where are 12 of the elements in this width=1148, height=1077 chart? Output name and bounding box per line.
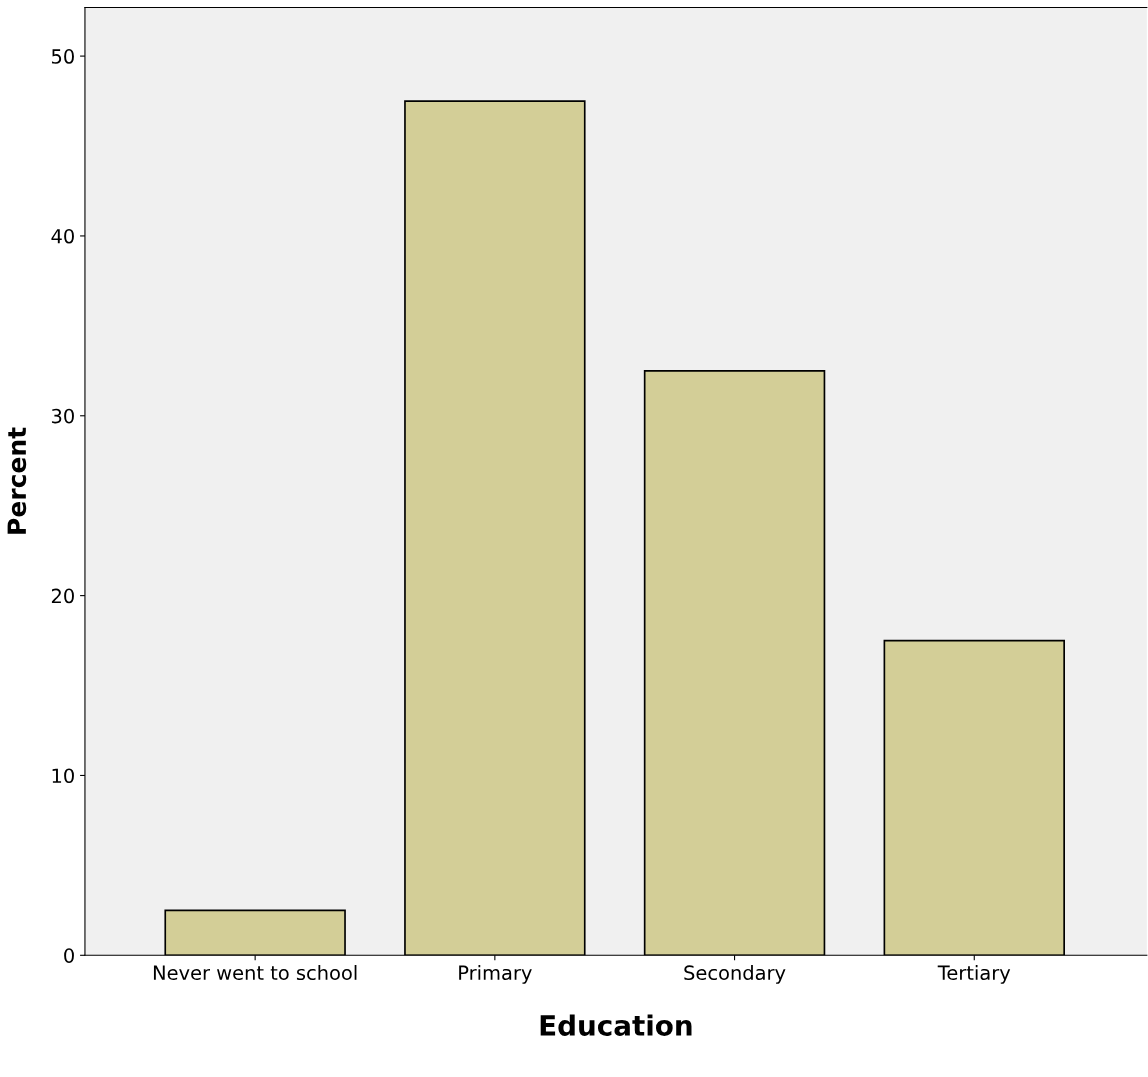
y-axis-title: Percent	[7, 427, 27, 534]
x-tick-label: Secondary	[684, 965, 786, 984]
x-tick-label: Tertiary	[937, 965, 1011, 984]
y-tick-label: 50	[51, 49, 74, 64]
y-tick-label: 30	[51, 408, 74, 424]
y-tick-label: 40	[51, 228, 74, 244]
x-axis-title: Education	[540, 1014, 692, 1036]
x-tick-label: Primary	[459, 965, 532, 984]
x-tick-label: Never went to school	[153, 965, 357, 981]
y-tick-label: 10	[52, 768, 74, 784]
y-tick-label: 20	[51, 588, 74, 604]
y-tick-label: 0	[64, 948, 74, 963]
